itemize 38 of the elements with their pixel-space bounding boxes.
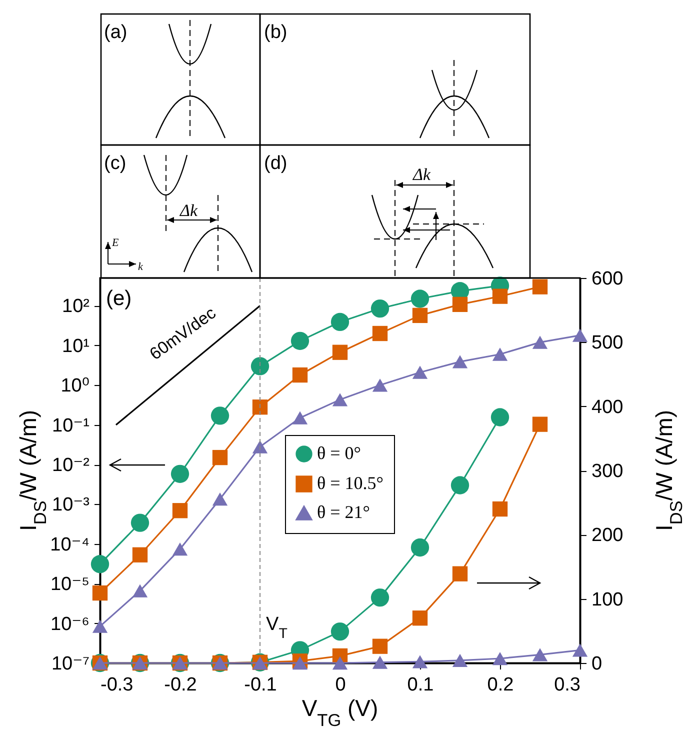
x-tick-label: 0.1: [407, 674, 434, 696]
y2-tick-label: 300: [592, 461, 624, 482]
x-tick-label: -0.1: [244, 674, 277, 696]
y2-tick-label: 0: [592, 654, 602, 674]
y-tick-label: 10⁻¹: [52, 415, 90, 436]
y-tick-label: 10⁻²: [52, 455, 90, 476]
legend-label: θ = 0°: [317, 443, 361, 463]
text: (b): [264, 22, 288, 43]
annotation: (e): [106, 287, 132, 310]
y2-tick-label: 400: [592, 396, 624, 418]
x-tick-label: 0.2: [487, 674, 514, 696]
y-tick-label: 10⁻⁵: [50, 574, 90, 596]
y2-tick-label: 600: [592, 268, 624, 290]
y-tick-label: 10²: [62, 296, 90, 318]
y-tick-label: 10⁻⁴: [50, 534, 90, 556]
x-tick-label: -0.2: [164, 674, 197, 696]
x-axis-title: V$_{TG}$ (V): [302, 695, 378, 730]
y-tick-label: 10⁻³: [52, 494, 90, 516]
y-tick-label: 10¹: [62, 336, 90, 357]
text: Δk: [412, 165, 431, 184]
y-tick-label: 10⁻⁷: [51, 654, 90, 674]
legend-label: θ = 21°: [317, 502, 370, 522]
x-tick-label: -0.3: [100, 674, 134, 696]
text: (a): [104, 22, 128, 43]
y-tick-label: 10⁻⁶: [50, 614, 90, 635]
x-tick-label: 0.3: [554, 674, 580, 696]
y2-tick-label: 200: [592, 525, 624, 546]
text: k: [138, 261, 144, 273]
text: (d): [264, 153, 288, 174]
legend-label: θ = 10.5°: [317, 473, 384, 493]
y-tick-label: 10⁰: [60, 376, 90, 397]
x-tick-label: 0: [335, 674, 346, 696]
y2-tick-label: 100: [592, 589, 624, 610]
text: E: [111, 237, 119, 249]
text: (c): [104, 153, 126, 174]
text: Δk: [179, 201, 198, 220]
ref-line-label: V$_{T}$: [266, 614, 288, 642]
y2-tick-label: 500: [592, 332, 624, 354]
